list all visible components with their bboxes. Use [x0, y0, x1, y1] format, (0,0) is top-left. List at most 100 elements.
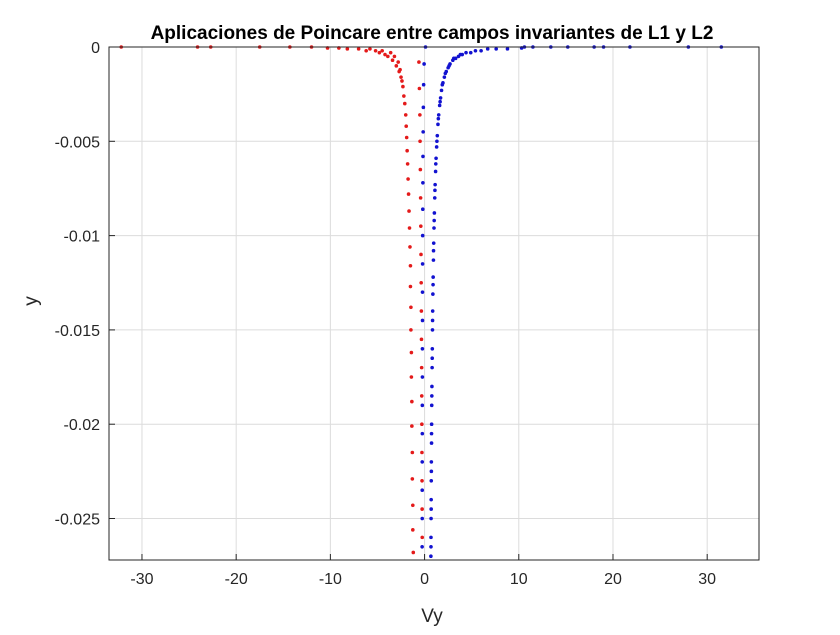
data-point — [429, 478, 434, 483]
data-point — [404, 124, 409, 129]
data-point — [468, 50, 473, 55]
data-point — [430, 318, 435, 323]
data-point — [420, 233, 425, 238]
data-point — [430, 394, 434, 398]
data-point — [429, 507, 433, 511]
data-point — [436, 122, 440, 127]
data-point — [436, 116, 441, 121]
data-point — [429, 535, 433, 540]
data-point — [420, 262, 425, 266]
data-point — [409, 305, 413, 310]
data-point — [418, 113, 422, 117]
data-point — [421, 130, 425, 134]
data-point — [431, 275, 435, 279]
data-point — [420, 460, 425, 464]
data-point — [430, 365, 434, 370]
data-point — [473, 48, 478, 53]
data-point — [430, 309, 435, 313]
y-tick-label: -0.025 — [55, 512, 100, 529]
x-tick-label: -10 — [319, 571, 342, 588]
data-point — [494, 47, 498, 51]
data-point — [429, 431, 434, 436]
data-point — [432, 218, 436, 223]
data-point — [402, 94, 406, 98]
data-point — [411, 503, 415, 508]
data-point — [420, 290, 425, 294]
data-point — [432, 196, 437, 200]
data-point — [420, 488, 425, 493]
data-point — [458, 52, 463, 57]
data-point — [434, 156, 438, 161]
data-point — [409, 375, 414, 379]
data-point — [411, 550, 416, 555]
data-point — [430, 356, 435, 360]
chart-title: Aplicaciones de Poincare entre campos in… — [151, 23, 714, 44]
data-point — [380, 48, 384, 53]
y-tick-label: -0.005 — [55, 134, 100, 151]
data-point — [431, 241, 436, 245]
data-point — [420, 516, 425, 521]
data-point — [409, 350, 414, 355]
data-point — [430, 346, 435, 351]
data-point — [407, 209, 411, 213]
data-point — [397, 69, 401, 74]
data-point — [420, 535, 425, 540]
data-point — [419, 337, 424, 342]
data-point — [409, 328, 413, 332]
data-point — [421, 82, 426, 87]
data-point — [420, 346, 425, 351]
data-point — [383, 52, 387, 57]
data-point — [438, 96, 443, 100]
data-point — [399, 75, 403, 79]
data-point — [485, 47, 490, 51]
x-tick-label: -30 — [130, 571, 153, 588]
data-point — [431, 282, 435, 287]
axes-box — [108, 46, 760, 561]
data-point — [419, 280, 423, 285]
data-point — [440, 82, 445, 87]
x-tick-label: -20 — [225, 571, 248, 588]
data-point — [405, 148, 409, 153]
data-point — [431, 248, 436, 253]
data-point — [420, 478, 424, 483]
data-point — [368, 47, 372, 51]
data-point — [464, 50, 468, 55]
y-tick-label: -0.01 — [64, 229, 101, 246]
data-point — [418, 139, 422, 144]
x-tick-label: 10 — [510, 571, 528, 588]
data-point — [435, 139, 439, 144]
data-point — [373, 48, 378, 53]
data-point — [418, 196, 423, 200]
x-axis-ticks: -30 -20 -10 0 10 20 30 — [130, 554, 716, 588]
data-point — [400, 79, 404, 83]
data-point — [417, 60, 421, 64]
data-point — [410, 477, 415, 481]
data-point — [408, 245, 412, 249]
data-point — [411, 528, 415, 532]
data-point — [432, 226, 436, 230]
data-point — [407, 226, 412, 230]
data-point — [388, 50, 393, 55]
data-point — [447, 64, 451, 68]
data-point — [410, 424, 414, 428]
data-point — [345, 47, 350, 51]
data-point — [437, 103, 442, 108]
data-point — [430, 328, 435, 332]
x-tick-label: 20 — [604, 571, 622, 588]
data-point — [435, 133, 440, 138]
data-point — [410, 450, 415, 455]
data-point — [386, 54, 390, 59]
data-point — [417, 86, 422, 91]
data-point — [377, 50, 382, 55]
data-point — [429, 497, 433, 502]
data-point — [420, 431, 425, 436]
data-point — [419, 365, 424, 370]
data-point — [394, 64, 399, 68]
data-point — [419, 309, 424, 313]
data-point — [406, 177, 410, 181]
data-point — [443, 71, 448, 76]
data-point — [403, 113, 408, 117]
data-point — [405, 162, 410, 166]
